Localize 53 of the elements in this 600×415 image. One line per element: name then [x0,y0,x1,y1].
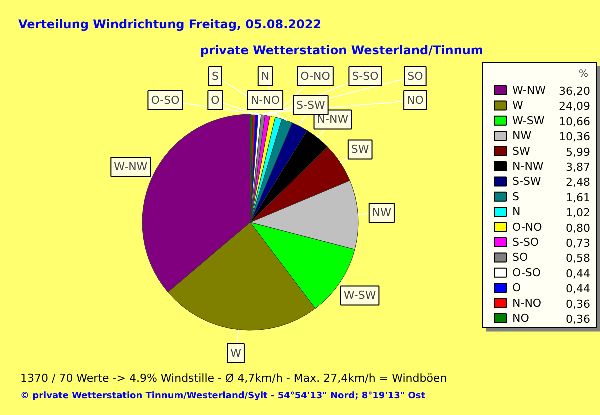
slice-label: NW [372,206,392,220]
data-label: 0,73 [566,237,591,250]
chart-title: Verteilung Windrichtung Freitag, 05.08.2022 [18,18,322,32]
slice-label: S [212,70,220,83]
legend-title: % [579,69,589,80]
legend-label: NW [512,130,532,143]
legend-label: SW [512,144,530,158]
data-label: 1,61 [566,191,591,204]
legend-label: N [512,206,521,219]
legend-label: SO [512,251,528,264]
legend-label: O-NO [512,220,543,234]
legend-label: S-SO [512,236,540,249]
slice-label: O-NO [300,70,331,83]
data-label: 0,36 [566,298,591,311]
legend-label: W [512,99,524,112]
legend-label: W-SW [512,114,545,128]
slice-label: SW [351,143,370,156]
slice-label: NO [407,94,424,107]
slice-label: N-NW [317,113,349,126]
slice-label: W-NW [114,160,148,174]
slice-label: S-SW [296,98,326,112]
data-label: 10,66 [559,115,591,128]
text: © private Wetterstation Tinnum/Westerland/Sylt - 54°54'13" Nord; 8°19'13" Ost [20,392,426,402]
data-label: 24,09 [559,100,591,114]
data-label: 1,02 [566,206,591,220]
data-label: 3,87 [566,161,591,174]
chart-subtitle: private Wetterstation Westerland/Tinnum [200,44,484,58]
data-label: 0,36 [566,313,591,326]
slice-label: S-SO [352,70,380,83]
text: 1370 / 70 Werte -> 4.9% Windstille - Ø 4,7km/h - Max. 27,4km/h = Windböen [20,372,448,385]
legend-label: S [512,190,520,204]
data-label: 10,36 [559,130,591,144]
data-label: 0,44 [566,267,591,280]
legend-label: NO [512,312,530,325]
slice-label: W [230,346,242,360]
legend-label: N-NW [512,160,544,173]
legend-label: W-NW [512,84,546,97]
data-label: 0,44 [566,282,591,296]
data-label: 0,58 [566,252,591,266]
slice-label: N [261,70,270,83]
data-label: 36,20 [559,85,591,98]
legend-label: O-SO [512,266,542,280]
legend-label: S-SW [512,175,542,188]
slice-label: O [211,94,220,107]
slice-label: N-NO [250,94,280,107]
legend-label: O [512,282,522,295]
data-label: 0,80 [566,222,591,235]
slice-label: O-SO [151,94,180,107]
slice-label: SO [408,70,424,83]
data-label: 2,48 [566,176,591,190]
slice-label: W-SW [344,289,376,302]
data-label: 5,99 [566,146,591,159]
legend-label: N-NO [512,296,542,310]
